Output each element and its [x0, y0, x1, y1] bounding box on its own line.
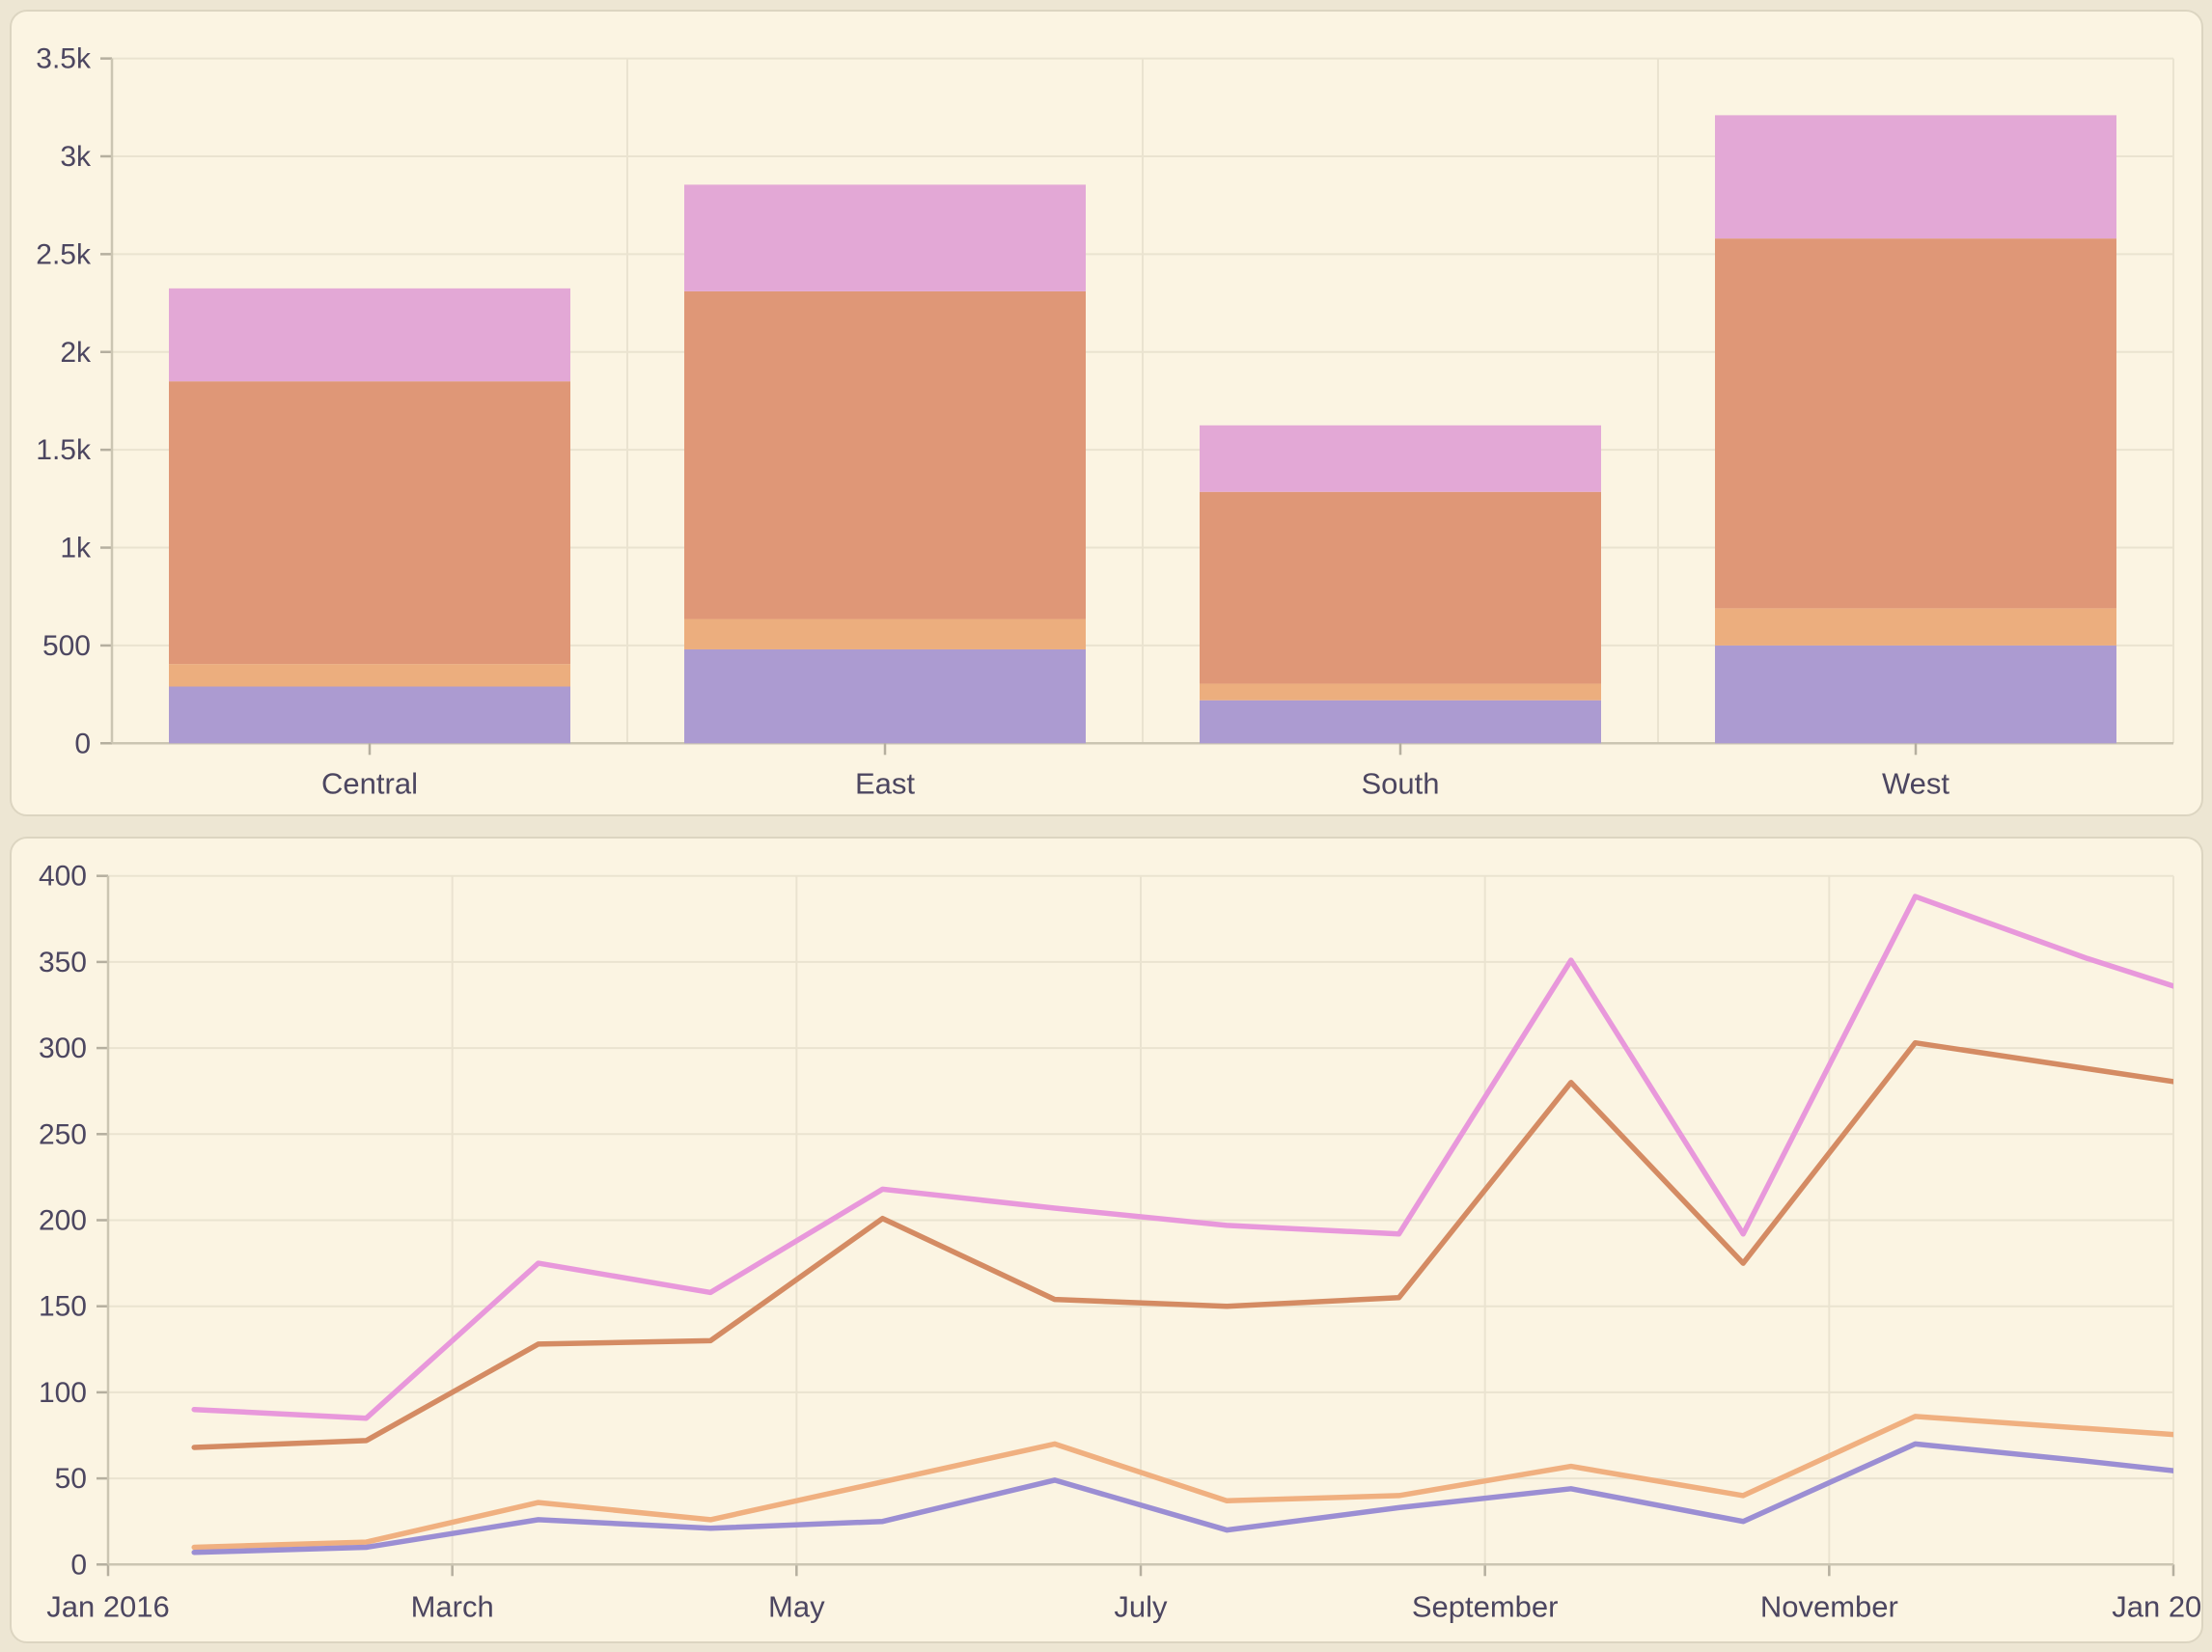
y-axis-tick-label: 1k [60, 533, 92, 564]
line-series-pink[interactable] [191, 894, 2201, 1421]
x-axis-tick-label: May [768, 1589, 825, 1623]
line-chart-card: 0 50 100 150 200 250 300 350 400 Jan 2016 March May… [10, 837, 2203, 1643]
x-axis-tick-label: Jan 2016 [46, 1589, 170, 1623]
x-axis-tick-label: July [1114, 1589, 1168, 1623]
x-axis-tick-label: March [411, 1589, 494, 1623]
y-axis-tick-label: 250 [39, 1118, 87, 1150]
bar-segment-pink-west[interactable] [1715, 115, 2116, 239]
y-axis-tick-label: 350 [39, 947, 87, 978]
y-axis-tick-label: 0 [74, 728, 91, 759]
x-axis-tick-label: Jan 2017 [2112, 1589, 2201, 1623]
line-series-light-orange[interactable] [191, 1414, 2201, 1551]
x-axis-category-label: Central [321, 766, 418, 800]
bar-segment-pink-east[interactable] [684, 184, 1086, 291]
bar-segment-pink-south[interactable] [1200, 425, 1601, 492]
bar-segment-purple-west[interactable] [1715, 645, 2116, 744]
y-axis-tick-label: 1.5k [36, 434, 92, 466]
y-axis-tick-label: 100 [39, 1377, 87, 1409]
x-axis-category-label: East [855, 766, 915, 800]
y-axis-tick-label: 0 [70, 1549, 87, 1581]
x-axis-category-label: West [1882, 766, 1949, 800]
stacked-bar-chart: 0 500 1k 1.5k 2k 2.5k 3k 3.5k Central East South We… [36, 43, 2174, 800]
y-axis-tick-label: 2k [60, 337, 92, 369]
bar-segment-orange-east[interactable] [684, 290, 1086, 620]
y-axis-tick-label: 3k [60, 141, 92, 173]
bar-segment-light-orange-west[interactable] [1715, 608, 2116, 646]
line-chart: 0 50 100 150 200 250 300 350 400 Jan 2016 March May… [39, 861, 2201, 1624]
bar-segment-light-orange-south[interactable] [1200, 683, 1601, 701]
bar-segment-light-orange-central[interactable] [169, 664, 570, 687]
line-series-orange[interactable] [191, 1039, 2201, 1450]
line-series-group [191, 894, 2201, 1556]
bar-segment-purple-east[interactable] [684, 648, 1086, 744]
bar-segment-light-orange-east[interactable] [684, 619, 1086, 649]
bar-segment-purple-central[interactable] [169, 686, 570, 744]
bar-segment-pink-central[interactable] [169, 288, 570, 382]
y-axis-tick-label: 200 [39, 1205, 87, 1237]
bar-segment-purple-south[interactable] [1200, 700, 1601, 744]
y-axis-tick-label: 300 [39, 1032, 87, 1064]
x-axis-tick-label: November [1760, 1589, 1898, 1623]
y-axis-tick-label: 2.5k [36, 238, 92, 270]
y-axis-tick-label: 150 [39, 1291, 87, 1323]
stacked-bar-chart-card: 0 500 1k 1.5k 2k 2.5k 3k 3.5k Central East South We… [10, 10, 2203, 816]
y-axis-tick-label: 3.5k [36, 43, 92, 75]
bar-segment-orange-central[interactable] [169, 381, 570, 665]
y-axis-tick-label: 500 [42, 630, 91, 662]
x-axis-tick-label: September [1412, 1589, 1559, 1623]
bar-segment-orange-south[interactable] [1200, 491, 1601, 684]
bar-segment-orange-west[interactable] [1715, 238, 2116, 609]
x-axis-category-label: South [1361, 766, 1439, 800]
line-series-purple[interactable] [191, 1441, 2201, 1556]
y-axis-tick-label: 400 [39, 861, 87, 893]
y-axis-tick-label: 50 [55, 1463, 87, 1495]
